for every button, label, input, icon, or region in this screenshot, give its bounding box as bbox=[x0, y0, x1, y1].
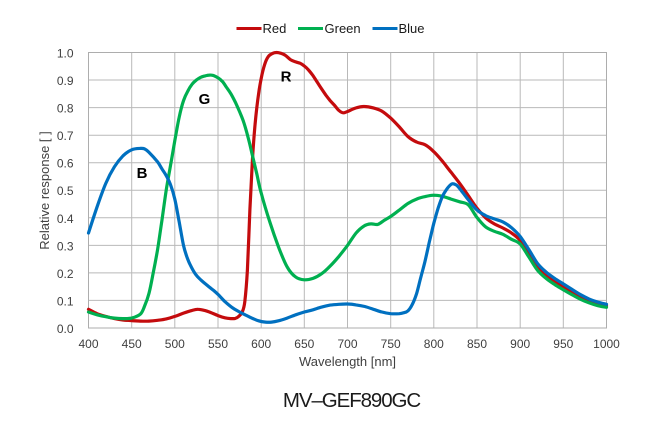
svg-text:Relative response [ ]: Relative response [ ] bbox=[37, 131, 52, 250]
svg-text:400: 400 bbox=[78, 337, 98, 351]
svg-text:850: 850 bbox=[467, 337, 487, 351]
svg-text:0.1: 0.1 bbox=[57, 294, 74, 308]
svg-text:0.5: 0.5 bbox=[57, 184, 74, 198]
svg-text:450: 450 bbox=[122, 337, 142, 351]
svg-text:0.0: 0.0 bbox=[57, 322, 74, 336]
svg-text:700: 700 bbox=[337, 337, 357, 351]
svg-text:Green: Green bbox=[325, 21, 361, 36]
svg-text:800: 800 bbox=[424, 337, 444, 351]
svg-text:R: R bbox=[281, 69, 292, 86]
svg-text:1000: 1000 bbox=[593, 337, 620, 351]
svg-text:0.3: 0.3 bbox=[57, 239, 74, 253]
svg-text:G: G bbox=[199, 91, 211, 108]
svg-text:0.6: 0.6 bbox=[57, 157, 74, 171]
svg-text:0.4: 0.4 bbox=[57, 212, 74, 226]
svg-text:500: 500 bbox=[165, 337, 185, 351]
svg-text:Blue: Blue bbox=[399, 21, 425, 36]
svg-text:B: B bbox=[137, 165, 148, 182]
svg-text:600: 600 bbox=[251, 337, 271, 351]
svg-text:MV–GEF890GC: MV–GEF890GC bbox=[283, 389, 421, 412]
svg-text:0.8: 0.8 bbox=[57, 102, 74, 116]
svg-text:750: 750 bbox=[381, 337, 401, 351]
svg-text:0.9: 0.9 bbox=[57, 74, 74, 88]
svg-text:Red: Red bbox=[263, 21, 287, 36]
svg-text:650: 650 bbox=[294, 337, 314, 351]
svg-text:0.2: 0.2 bbox=[57, 267, 74, 281]
svg-text:0.7: 0.7 bbox=[57, 129, 74, 143]
svg-text:950: 950 bbox=[553, 337, 573, 351]
svg-text:Wavelength [nm]: Wavelength [nm] bbox=[299, 354, 396, 369]
svg-text:1.0: 1.0 bbox=[57, 47, 74, 61]
svg-text:900: 900 bbox=[510, 337, 530, 351]
svg-text:550: 550 bbox=[208, 337, 228, 351]
